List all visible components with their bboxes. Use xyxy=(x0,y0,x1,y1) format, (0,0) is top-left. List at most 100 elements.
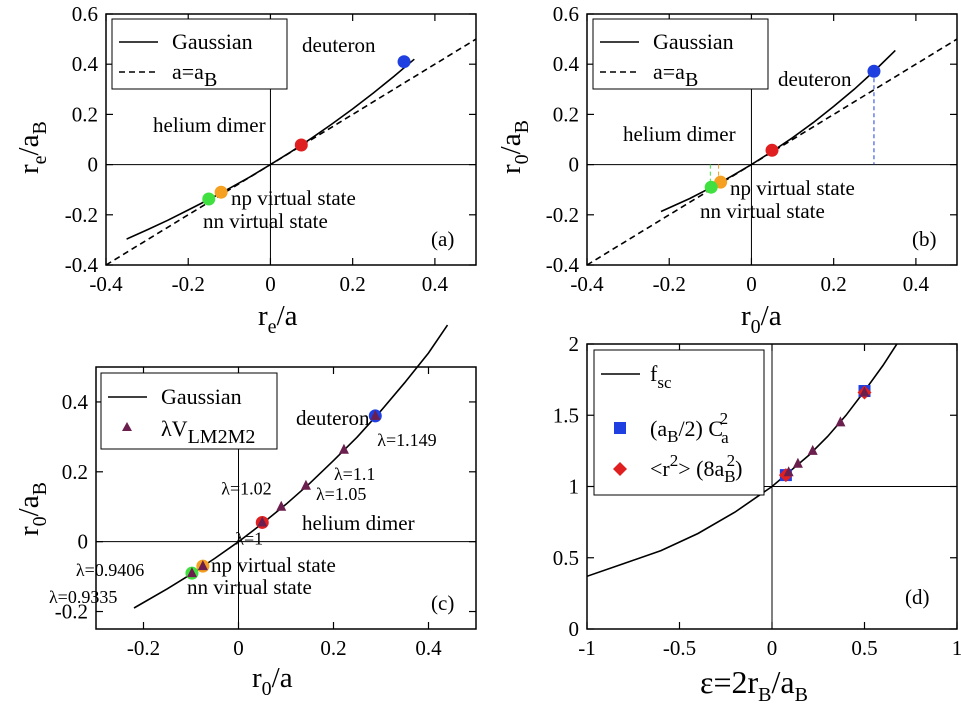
triangle-marker xyxy=(792,457,803,468)
legend-label-lv-main: λV xyxy=(161,416,188,441)
legend-box xyxy=(592,18,769,90)
y-label-main: r xyxy=(13,164,45,174)
y-tick-label: 0.2 xyxy=(72,102,98,126)
plot-frame xyxy=(95,366,477,630)
legend-label-gaussian: Gaussian xyxy=(161,384,242,409)
legend-label-fsc: fsc xyxy=(650,361,672,392)
r2-a: <r xyxy=(650,456,670,481)
helium-dimer-label: helium dimer xyxy=(623,122,736,146)
y-tick-label: 0.4 xyxy=(553,52,580,76)
panel-b: -0.4 -0.2 0 0.2 0.4 -0.4 -0.2 0 0.2 0.4 0.6 Gaussi… xyxy=(495,2,958,338)
legend-label-ab-sub: B xyxy=(685,69,698,91)
x-tick-label: -0.4 xyxy=(89,272,123,296)
lambda-label: λ=0.9406 xyxy=(76,560,144,580)
legend-box xyxy=(111,18,288,90)
triangle-marker xyxy=(300,479,311,490)
y-tick-label: 0.6 xyxy=(553,2,579,26)
y-tick-label: 0.2 xyxy=(553,102,579,126)
y-tick-label: -0.2 xyxy=(55,600,88,624)
y-tick-label: 1.5 xyxy=(553,403,579,427)
y-label-sub2: B xyxy=(511,120,533,133)
r2-c: > (8a xyxy=(678,456,724,481)
ca-c: /2) C xyxy=(678,416,723,441)
x-tick-label: 0.4 xyxy=(415,636,442,660)
state-point xyxy=(214,185,228,199)
triangle-marker-group xyxy=(783,386,870,477)
triangle-marker xyxy=(835,416,846,427)
eps-d: B xyxy=(795,684,808,706)
y-label-sub: 0 xyxy=(29,516,51,526)
y-tick-label: -0.4 xyxy=(65,253,99,277)
x-tick-label: -0.2 xyxy=(172,272,205,296)
r2-e: 2 xyxy=(727,451,736,470)
x-label-rest: /a xyxy=(277,300,298,332)
panel-label: (c) xyxy=(431,591,454,615)
x-tick-label: 0 xyxy=(265,272,276,296)
y-axis-label: r0/aB xyxy=(13,482,51,536)
y-tick-label: -0.4 xyxy=(546,253,580,277)
eps-a: ε=2r xyxy=(700,664,758,700)
fsc-sub: sc xyxy=(657,373,672,392)
triangle-marker xyxy=(783,466,794,477)
x-tick-label: -0.5 xyxy=(663,636,696,660)
x-label-sub: 0 xyxy=(262,678,272,700)
legend-blue-square xyxy=(614,422,626,434)
ca-b: B xyxy=(667,427,678,446)
panel-d: -1 -0.5 0 0.5 100.511.52 fsc (aB/2) Ca2 <r2>… xyxy=(553,332,961,706)
x-label-main: r xyxy=(252,662,262,694)
state-point xyxy=(202,192,216,206)
lambda-label: λ=1.149 xyxy=(377,430,436,450)
y-tick-label: 0 xyxy=(569,153,580,177)
deuteron-label: deuteron xyxy=(302,33,376,57)
y-label-sub2: B xyxy=(29,482,51,495)
legend-box xyxy=(100,372,278,450)
state-point xyxy=(765,143,779,157)
plot-frame xyxy=(586,13,958,266)
triangle-marker xyxy=(859,386,870,397)
y-label-rest: /a xyxy=(495,133,527,154)
x-tick-label: 0 xyxy=(233,636,244,660)
x-label-rest: /a xyxy=(272,662,293,694)
r2-b: 2 xyxy=(670,451,679,470)
y-label-rest: /a xyxy=(13,134,45,155)
x-label-rest: /a xyxy=(761,300,782,332)
lambda-label: λ=1.05 xyxy=(316,484,366,504)
y-tick-label: 2 xyxy=(569,332,580,356)
np-virtual-state-label: np virtual state xyxy=(211,553,336,577)
legend-label-gaussian: Gaussian xyxy=(172,29,253,54)
triangle-marker xyxy=(338,443,349,454)
tick-group: -0.4 -0.2 0 0.2 0.4 -0.4 -0.2 0 0.2 0.4 0.6 xyxy=(546,2,957,296)
x-tick-label: -1 xyxy=(578,636,596,660)
legend-red-diamond xyxy=(613,462,627,476)
eps-c: /a xyxy=(771,664,794,700)
y-tick-label: 0.5 xyxy=(553,546,579,570)
dashed-line-aab xyxy=(586,38,958,266)
lambda-label: λ=1.02 xyxy=(221,479,271,499)
helium-dimer-label: helium dimer xyxy=(153,113,266,137)
panel-c: -0.2 0 0.2 0.4-0.200.20.4 λ=0.9335λ=0.9406λ… xyxy=(13,324,477,700)
x-tick-label: -0.4 xyxy=(570,272,604,296)
point-group xyxy=(704,64,881,194)
triangle-marker xyxy=(807,444,818,455)
y-label-main: r xyxy=(13,526,45,536)
np-virtual-state-label: np virtual state xyxy=(730,176,855,200)
plot-frame xyxy=(105,13,477,266)
x-label-main: r xyxy=(258,300,268,332)
r2-d: B xyxy=(724,467,735,486)
lambda-label: λ=0.9335 xyxy=(49,587,117,607)
panel-label: (b) xyxy=(912,227,937,251)
curve-group xyxy=(105,14,477,266)
triangle-marker-group: λ=0.9335 λ=0.9406 λ=1 λ=1.02 λ=1.05λ=1.1λ=1.… xyxy=(49,409,437,607)
triangle-marker xyxy=(257,516,268,527)
y-tick-label: 0.4 xyxy=(72,52,99,76)
eps-b: B xyxy=(758,684,771,706)
y-tick-label: 0.6 xyxy=(72,2,98,26)
triangle-marker xyxy=(186,567,197,578)
y-tick-label: -0.2 xyxy=(546,203,579,227)
deuteron-label: deuteron xyxy=(778,67,852,91)
x-tick-label: 0 xyxy=(746,272,757,296)
y-tick-label: 0.4 xyxy=(62,390,89,414)
x-tick-label: 0.5 xyxy=(851,636,877,660)
legend-label-ab-main: a=a xyxy=(653,59,685,84)
legend-triangle-marker xyxy=(122,422,132,431)
